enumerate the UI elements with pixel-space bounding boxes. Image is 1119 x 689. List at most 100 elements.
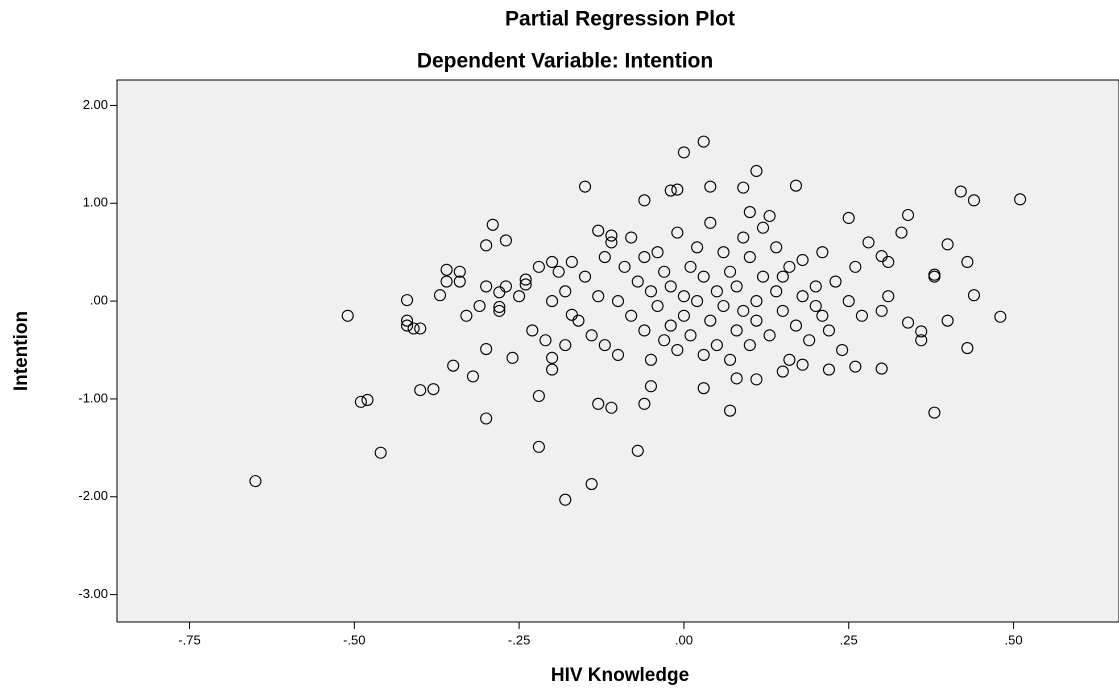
- point: [730, 280, 743, 293]
- point: [605, 229, 618, 242]
- point: [671, 343, 684, 357]
- point: [776, 365, 789, 378]
- point: [691, 241, 704, 254]
- point: [460, 309, 473, 322]
- point: [552, 265, 565, 278]
- point: [763, 209, 776, 223]
- point: [967, 194, 981, 207]
- point: [473, 299, 486, 313]
- point: [526, 324, 539, 337]
- point: [605, 236, 618, 249]
- point: [710, 285, 723, 298]
- point: [249, 475, 262, 488]
- point: [875, 304, 888, 317]
- point: [592, 290, 605, 303]
- point: [849, 260, 862, 273]
- point: [341, 309, 354, 322]
- point: [776, 304, 789, 317]
- point: [967, 289, 981, 302]
- point: [710, 339, 723, 352]
- point: [770, 285, 783, 298]
- point: [440, 275, 453, 288]
- point: [750, 373, 763, 386]
- point: [895, 226, 908, 239]
- point: [994, 310, 1007, 323]
- y-tick-label: 2.00: [83, 97, 108, 112]
- point: [697, 382, 710, 395]
- point: [737, 231, 750, 244]
- y-axis-label: Intention: [11, 311, 32, 391]
- point: [638, 251, 651, 264]
- point: [691, 295, 704, 308]
- point: [756, 221, 770, 234]
- point: [578, 270, 592, 283]
- point: [519, 278, 532, 291]
- point: [816, 246, 829, 259]
- point: [849, 360, 862, 373]
- point: [724, 265, 737, 278]
- point: [941, 238, 954, 251]
- point: [855, 309, 868, 322]
- y-tick-label: .00: [90, 293, 108, 308]
- point: [677, 146, 690, 159]
- point: [559, 285, 572, 298]
- point: [1014, 193, 1027, 206]
- point: [374, 446, 387, 459]
- point: [737, 181, 750, 194]
- point: [651, 246, 664, 259]
- point: [796, 358, 809, 371]
- point: [829, 275, 842, 288]
- point: [730, 372, 743, 385]
- chart-title: Partial Regression Plot: [505, 8, 735, 31]
- point: [546, 255, 559, 269]
- point: [480, 412, 493, 425]
- point: [625, 231, 638, 244]
- point: [480, 342, 493, 356]
- point: [704, 314, 717, 327]
- point: [506, 351, 519, 364]
- point: [809, 299, 822, 313]
- point: [928, 270, 941, 283]
- x-tick-label: -.75: [178, 632, 200, 647]
- point: [961, 342, 974, 355]
- point: [809, 280, 822, 293]
- point: [730, 324, 743, 337]
- point: [532, 260, 545, 273]
- point: [664, 184, 677, 197]
- point: [414, 384, 427, 397]
- point: [493, 304, 506, 317]
- point: [902, 208, 915, 222]
- point: [598, 251, 611, 264]
- point: [559, 339, 572, 352]
- point: [697, 270, 710, 283]
- point: [763, 329, 776, 342]
- point: [664, 319, 677, 332]
- point: [651, 299, 664, 313]
- point: [724, 404, 737, 417]
- point: [453, 275, 466, 288]
- point: [915, 334, 928, 347]
- point: [447, 359, 460, 372]
- point: [638, 324, 651, 337]
- point: [684, 260, 697, 273]
- point: [796, 290, 809, 303]
- point: [433, 289, 447, 302]
- point: [585, 478, 598, 491]
- point: [697, 135, 710, 148]
- point: [519, 273, 532, 286]
- point: [789, 319, 803, 332]
- point: [499, 280, 512, 293]
- point: [941, 314, 954, 327]
- point: [677, 309, 690, 322]
- point: [638, 194, 651, 207]
- point: [480, 239, 493, 252]
- point: [638, 397, 651, 410]
- point: [717, 246, 730, 259]
- point: [631, 275, 644, 288]
- x-tick-label: -.50: [343, 632, 365, 647]
- point: [440, 263, 453, 276]
- point: [546, 295, 559, 308]
- point: [724, 353, 737, 366]
- point: [737, 304, 750, 317]
- point: [644, 285, 658, 298]
